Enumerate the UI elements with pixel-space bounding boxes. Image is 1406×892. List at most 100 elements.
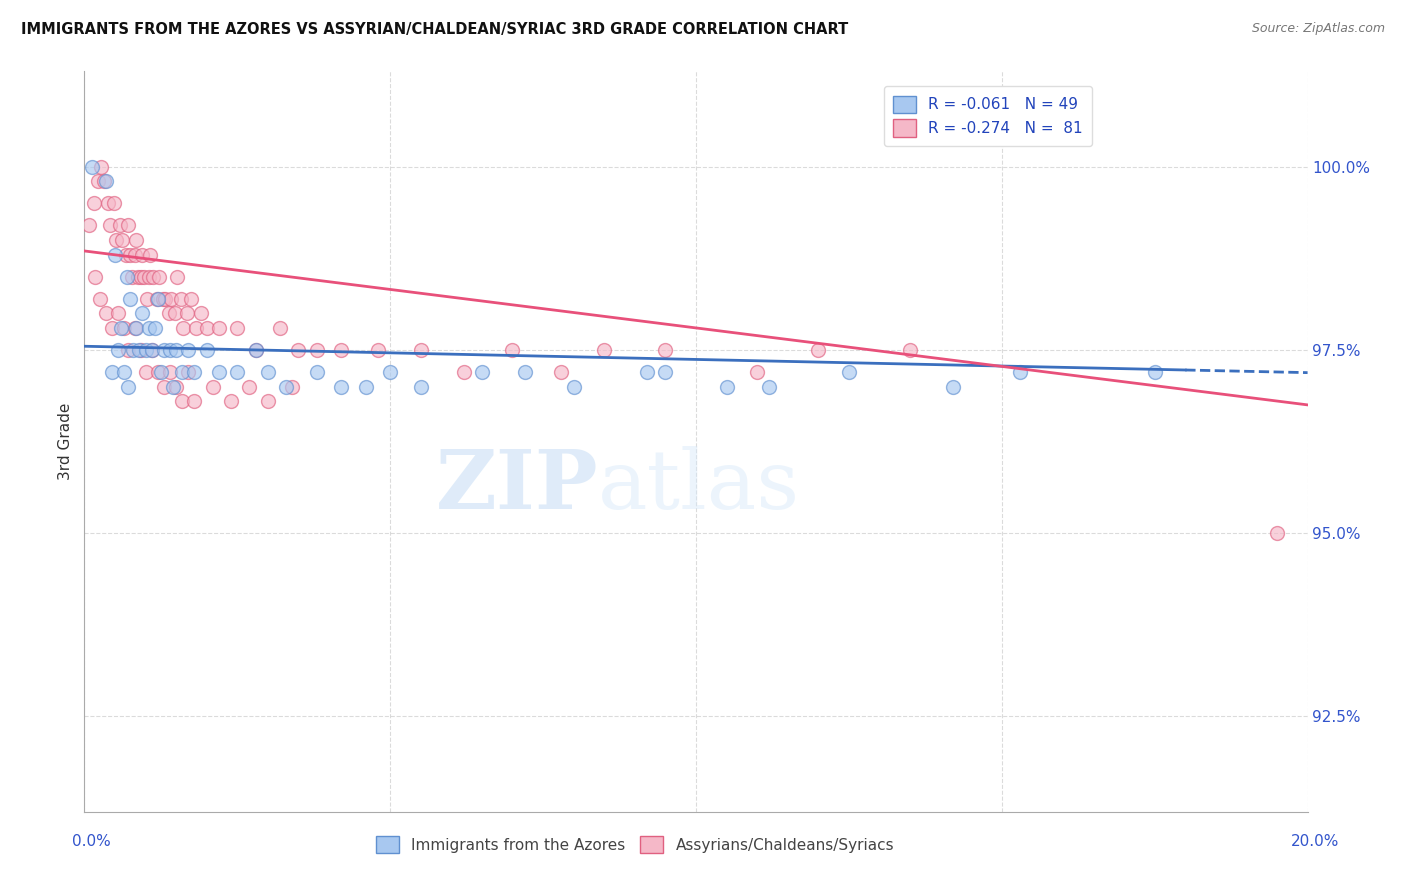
Point — [354, 379, 377, 393]
Point — [105, 233, 128, 247]
Point — [502, 343, 524, 357]
Text: 0.0%: 0.0% — [72, 834, 111, 848]
Point — [94, 306, 117, 320]
Point — [77, 219, 100, 233]
Text: Source: ZipAtlas.com: Source: ZipAtlas.com — [1251, 22, 1385, 36]
Legend: Immigrants from the Azores, Assyrians/Chaldeans/Syriacs: Immigrants from the Azores, Assyrians/Ch… — [370, 830, 900, 860]
Point — [287, 343, 309, 357]
Point — [138, 269, 160, 284]
Point — [80, 160, 103, 174]
Point — [281, 379, 304, 393]
Point — [124, 321, 146, 335]
Point — [117, 379, 139, 393]
Point — [898, 343, 921, 357]
Point — [172, 394, 194, 409]
Point — [807, 343, 830, 357]
Point — [195, 321, 218, 335]
Point — [166, 269, 188, 284]
Point — [97, 196, 120, 211]
Point — [330, 343, 353, 357]
Point — [111, 233, 134, 247]
Point — [152, 292, 174, 306]
Point — [208, 321, 231, 335]
Point — [513, 365, 536, 379]
Point — [108, 219, 131, 233]
Point — [208, 365, 231, 379]
Point — [172, 365, 194, 379]
Point — [550, 365, 572, 379]
Point — [153, 343, 176, 357]
Point — [276, 379, 298, 393]
Point — [219, 394, 242, 409]
Point — [177, 365, 200, 379]
Text: ZIP: ZIP — [436, 446, 598, 526]
Point — [129, 269, 152, 284]
Point — [148, 269, 170, 284]
Point — [165, 343, 187, 357]
Point — [131, 306, 153, 320]
Point — [107, 306, 129, 320]
Point — [90, 160, 112, 174]
Point — [305, 343, 328, 357]
Point — [654, 343, 676, 357]
Point — [146, 292, 169, 306]
Point — [226, 365, 249, 379]
Point — [87, 174, 110, 188]
Point — [142, 269, 165, 284]
Point — [184, 321, 207, 335]
Point — [128, 343, 150, 357]
Point — [110, 321, 132, 335]
Point — [138, 321, 160, 335]
Point — [180, 292, 202, 306]
Point — [153, 379, 176, 393]
Point — [149, 365, 172, 379]
Point — [101, 321, 124, 335]
Point — [146, 365, 169, 379]
Point — [139, 247, 162, 261]
Point — [84, 269, 107, 284]
Point — [112, 365, 135, 379]
Point — [89, 292, 111, 306]
Point — [141, 343, 163, 357]
Point — [125, 321, 148, 335]
Point — [1265, 526, 1288, 541]
Point — [453, 365, 475, 379]
Point — [101, 365, 124, 379]
Point — [367, 343, 389, 357]
Point — [117, 219, 139, 233]
Point — [170, 292, 193, 306]
Y-axis label: 3rd Grade: 3rd Grade — [58, 403, 73, 480]
Point — [165, 379, 187, 393]
Point — [94, 174, 117, 188]
Point — [758, 379, 780, 393]
Point — [380, 365, 402, 379]
Point — [160, 292, 183, 306]
Point — [153, 292, 176, 306]
Point — [238, 379, 260, 393]
Point — [122, 343, 145, 357]
Text: atlas: atlas — [598, 446, 800, 526]
Point — [115, 269, 138, 284]
Point — [112, 321, 135, 335]
Point — [1010, 365, 1032, 379]
Point — [183, 394, 205, 409]
Point — [115, 247, 138, 261]
Text: 20.0%: 20.0% — [1291, 834, 1339, 848]
Point — [838, 365, 860, 379]
Point — [107, 343, 129, 357]
Point — [129, 343, 152, 357]
Point — [120, 247, 142, 261]
Point — [143, 321, 166, 335]
Point — [141, 343, 163, 357]
Point — [636, 365, 658, 379]
Point — [409, 379, 432, 393]
Point — [1143, 365, 1166, 379]
Point — [226, 321, 249, 335]
Point — [162, 379, 184, 393]
Point — [121, 269, 143, 284]
Point — [172, 321, 194, 335]
Point — [98, 219, 121, 233]
Point — [305, 365, 328, 379]
Point — [593, 343, 616, 357]
Point — [163, 306, 186, 320]
